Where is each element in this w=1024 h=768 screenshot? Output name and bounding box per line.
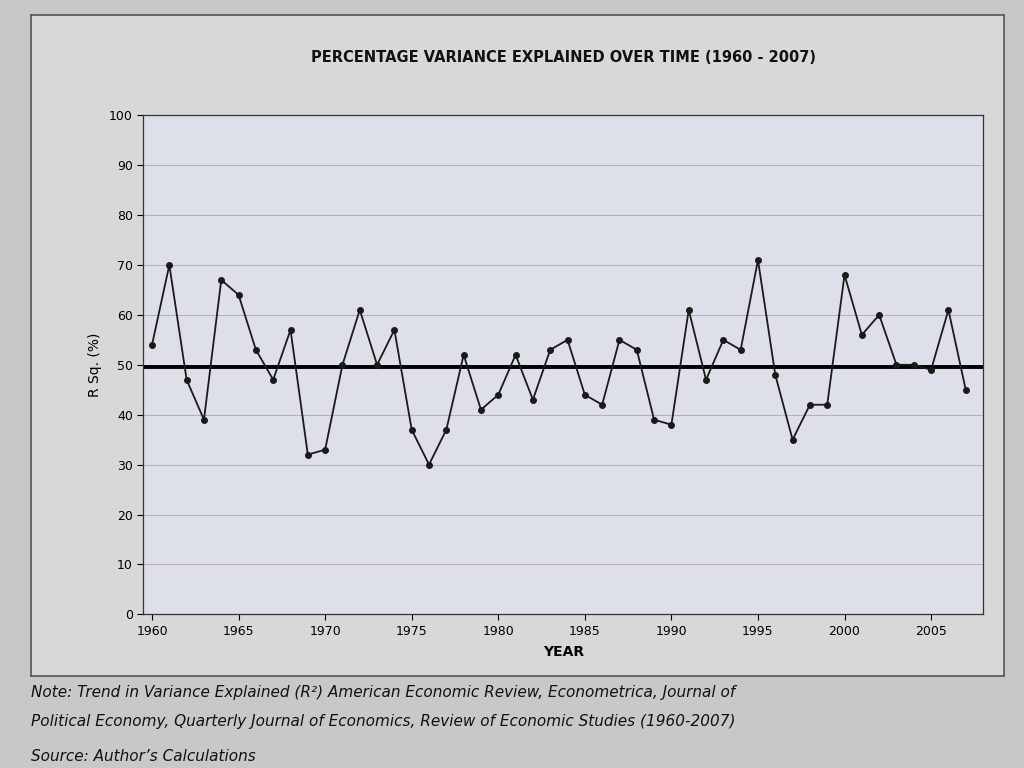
- Text: Source: Author’s Calculations: Source: Author’s Calculations: [31, 749, 255, 764]
- Text: Note: Trend in Variance Explained (R²) American Economic Review, Econometrica, J: Note: Trend in Variance Explained (R²) A…: [31, 685, 735, 700]
- Text: Political Economy, Quarterly Journal of Economics, Review of Economic Studies (1: Political Economy, Quarterly Journal of …: [31, 714, 735, 730]
- X-axis label: YEAR: YEAR: [543, 645, 584, 659]
- Y-axis label: R Sq. (%): R Sq. (%): [88, 333, 102, 397]
- Text: PERCENTAGE VARIANCE EXPLAINED OVER TIME (1960 - 2007): PERCENTAGE VARIANCE EXPLAINED OVER TIME …: [310, 50, 816, 65]
